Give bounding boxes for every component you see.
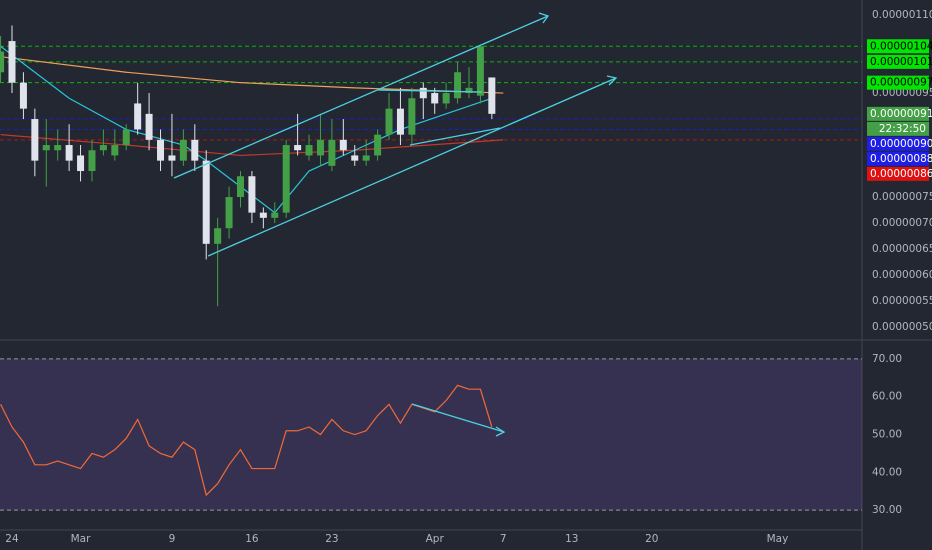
candle-body (271, 212, 279, 218)
trendline (411, 403, 505, 433)
price-label: 0.00000090 (870, 138, 932, 150)
x-tick-label: Apr (426, 533, 445, 545)
moving-average (0, 56, 504, 94)
candle-body (179, 139, 187, 161)
candle-body (294, 145, 302, 151)
candle-body (396, 108, 404, 135)
y-tick-label: 0.00000075 (872, 191, 932, 203)
candle-body (54, 145, 62, 151)
arrowhead (495, 426, 506, 437)
price-label-box (867, 75, 929, 90)
countdown-box (867, 121, 929, 136)
price-label: 0.00000091 (870, 108, 932, 120)
trendline (409, 127, 501, 146)
y-tick-label: 0.00000050 (872, 321, 932, 333)
candle-body (454, 72, 462, 99)
candle-body (77, 155, 85, 172)
candle-body (476, 46, 484, 96)
candle-body (31, 119, 39, 161)
y-tick-label: 0.00000110 (872, 9, 932, 21)
arrowhead (606, 75, 618, 86)
trendline (207, 77, 617, 257)
candle-body (168, 155, 176, 161)
candle-body (362, 155, 370, 161)
candle-body (65, 145, 73, 161)
candle-body (8, 41, 16, 83)
candle-body (339, 139, 347, 151)
candle-body (374, 134, 382, 156)
y-tick-label: 0.00000055 (872, 295, 932, 307)
candle-body (122, 129, 130, 146)
candle-body (282, 145, 290, 213)
candle-body (351, 155, 359, 161)
candle-body (191, 139, 199, 161)
candle-body (111, 145, 119, 156)
candle-body (465, 87, 473, 94)
candle-body (328, 139, 336, 166)
y-tick-label: 0.00000065 (872, 243, 932, 255)
rsi-band (0, 358, 862, 511)
trendline (173, 15, 549, 179)
candle-body (99, 145, 107, 151)
candle-body (157, 139, 165, 161)
layers: 24 Mar 9 16 23 Apr 7 13 20 May 0.00000110 0.0000009… (0, 9, 932, 545)
x-tick-label: 20 (645, 533, 658, 545)
x-tick-label: 23 (325, 533, 338, 545)
price-label-box (867, 136, 929, 151)
trendlines (173, 12, 618, 437)
candle-body (19, 82, 27, 109)
price-label-box (867, 166, 929, 181)
candle-body (419, 87, 427, 99)
candle-body (431, 93, 439, 104)
candle-body (316, 139, 324, 156)
candle-body (408, 98, 416, 135)
price-label: 0.00000101 (870, 56, 932, 68)
y-tick-label: 50.00 (872, 429, 902, 441)
y-tick-label: 0.00000095 (872, 87, 932, 99)
candle-body (225, 197, 233, 229)
moving-average (0, 134, 504, 157)
price-label-box (867, 54, 929, 69)
price-label: 0.00000088 (870, 153, 932, 165)
candle-body (145, 113, 153, 140)
rsi-line (0, 384, 493, 497)
candle-body (134, 103, 142, 130)
y-tick-label: 70.00 (872, 353, 902, 365)
candle-body (202, 160, 210, 244)
candle-body (385, 108, 393, 135)
candle-body (259, 212, 267, 218)
candle-body (0, 51, 5, 73)
price-label: 0.00000104 (870, 40, 932, 52)
y-tick-label: 30.00 (872, 504, 902, 516)
candle-body (42, 145, 50, 151)
candle-body (442, 93, 450, 104)
price-label-box (867, 39, 929, 54)
price-label-box (867, 151, 929, 166)
x-tick-label: 16 (245, 533, 259, 545)
x-tick-label: 9 (169, 533, 176, 545)
moving-average (0, 45, 493, 214)
y-tick-label: 0.00000060 (872, 269, 932, 281)
trendline (377, 89, 483, 93)
countdown: 22:32:50 (879, 123, 926, 135)
price-label: 0.00000097 (870, 77, 932, 89)
arrowhead (538, 12, 550, 24)
price-label-box (867, 106, 929, 121)
x-tick-label: Mar (71, 533, 91, 545)
x-tick-label: 24 (5, 533, 19, 545)
candle-body (88, 150, 96, 172)
candle-body (305, 145, 313, 156)
y-tick-label: 40.00 (872, 466, 902, 478)
price-label: 0.00000086 (870, 168, 932, 180)
candle-body (214, 228, 222, 244)
candle-body (236, 176, 244, 198)
y-tick-label: 0.00000070 (872, 217, 932, 229)
x-tick-label: May (767, 533, 789, 545)
x-tick-label: 13 (565, 533, 578, 545)
candle-body (488, 77, 496, 114)
x-tick-label: 7 (500, 533, 507, 545)
y-tick-label: 60.00 (872, 391, 902, 403)
candle-body (248, 176, 256, 213)
